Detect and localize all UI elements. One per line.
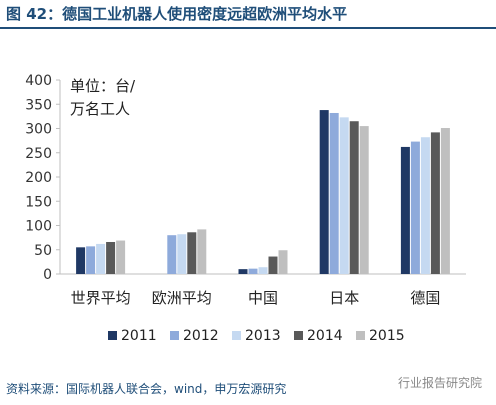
unit-label-line-1: 单位：台/ <box>70 77 136 95</box>
bar-2013-2 <box>177 234 187 274</box>
bar-2011-1 <box>76 247 86 274</box>
bar-2012-1 <box>86 246 96 274</box>
source-note: 资料来源：国际机器人联合会，wind，申万宏源研究 <box>6 382 287 396</box>
chart-title: 图 42：德国工业机器人使用密度远超欧洲平均水平 <box>6 5 348 23</box>
legend-swatch-2014 <box>294 331 303 340</box>
y-tick-label: 200 <box>25 170 52 186</box>
bar-2013-3 <box>258 267 268 274</box>
x-tick-label: 德国 <box>410 289 440 307</box>
bar-2012-4 <box>329 112 339 274</box>
bar-2015-5 <box>440 128 450 274</box>
x-axis-labels: 世界平均 欧洲平均 中国 日本 德国 <box>71 289 441 307</box>
bar-2015-4 <box>359 126 369 274</box>
x-tick-label: 日本 <box>329 289 359 307</box>
y-tick-label: 100 <box>25 219 52 235</box>
x-tick-label: 世界平均 <box>71 289 131 307</box>
unit-label-line-2: 万名工人 <box>70 100 130 118</box>
legend: 2011 2012 2013 2014 2015 <box>108 328 405 344</box>
legend-swatch-2015 <box>356 331 365 340</box>
y-axis-ticks: 0 50 100 150 200 250 300 350 400 <box>25 73 60 283</box>
bar-2014-5 <box>430 132 440 274</box>
y-tick-label: 250 <box>25 146 52 162</box>
bar-2011-5 <box>400 146 410 274</box>
y-tick-label: 400 <box>25 73 52 89</box>
bar-2012-2 <box>167 235 177 274</box>
bar-2014-4 <box>349 121 359 274</box>
bar-2013-4 <box>339 117 349 274</box>
x-tick-label: 中国 <box>248 289 278 307</box>
bar-2015-2 <box>197 229 207 274</box>
bar-2011-3 <box>238 269 248 274</box>
legend-label-2014: 2014 <box>307 328 343 344</box>
bar-2014-1 <box>106 241 116 274</box>
title-rule <box>0 27 496 29</box>
legend-swatch-2012 <box>170 331 179 340</box>
bar-2012-3 <box>248 268 258 274</box>
bars-group <box>76 110 450 274</box>
y-tick-label: 350 <box>25 97 52 113</box>
legend-swatch-2011 <box>108 331 117 340</box>
bar-2013-5 <box>420 137 430 274</box>
x-tick-label: 欧洲平均 <box>152 289 212 307</box>
watermark: 行业报告研究院 <box>397 376 482 390</box>
y-tick-label: 300 <box>25 122 52 138</box>
legend-label-2015: 2015 <box>369 328 405 344</box>
legend-label-2013: 2013 <box>245 328 281 344</box>
legend-swatch-2013 <box>232 331 241 340</box>
bar-2012-5 <box>410 141 420 274</box>
bar-2013-1 <box>96 243 106 274</box>
bar-2015-3 <box>278 250 288 274</box>
legend-label-2012: 2012 <box>183 328 219 344</box>
y-tick-label: 50 <box>34 243 52 259</box>
bar-2015-1 <box>116 240 126 274</box>
bar-2011-4 <box>319 110 329 274</box>
y-tick-label: 0 <box>43 267 52 283</box>
bar-2014-3 <box>268 256 278 274</box>
bar-2014-2 <box>187 232 197 274</box>
legend-label-2011: 2011 <box>121 328 157 344</box>
y-tick-label: 150 <box>25 194 52 210</box>
